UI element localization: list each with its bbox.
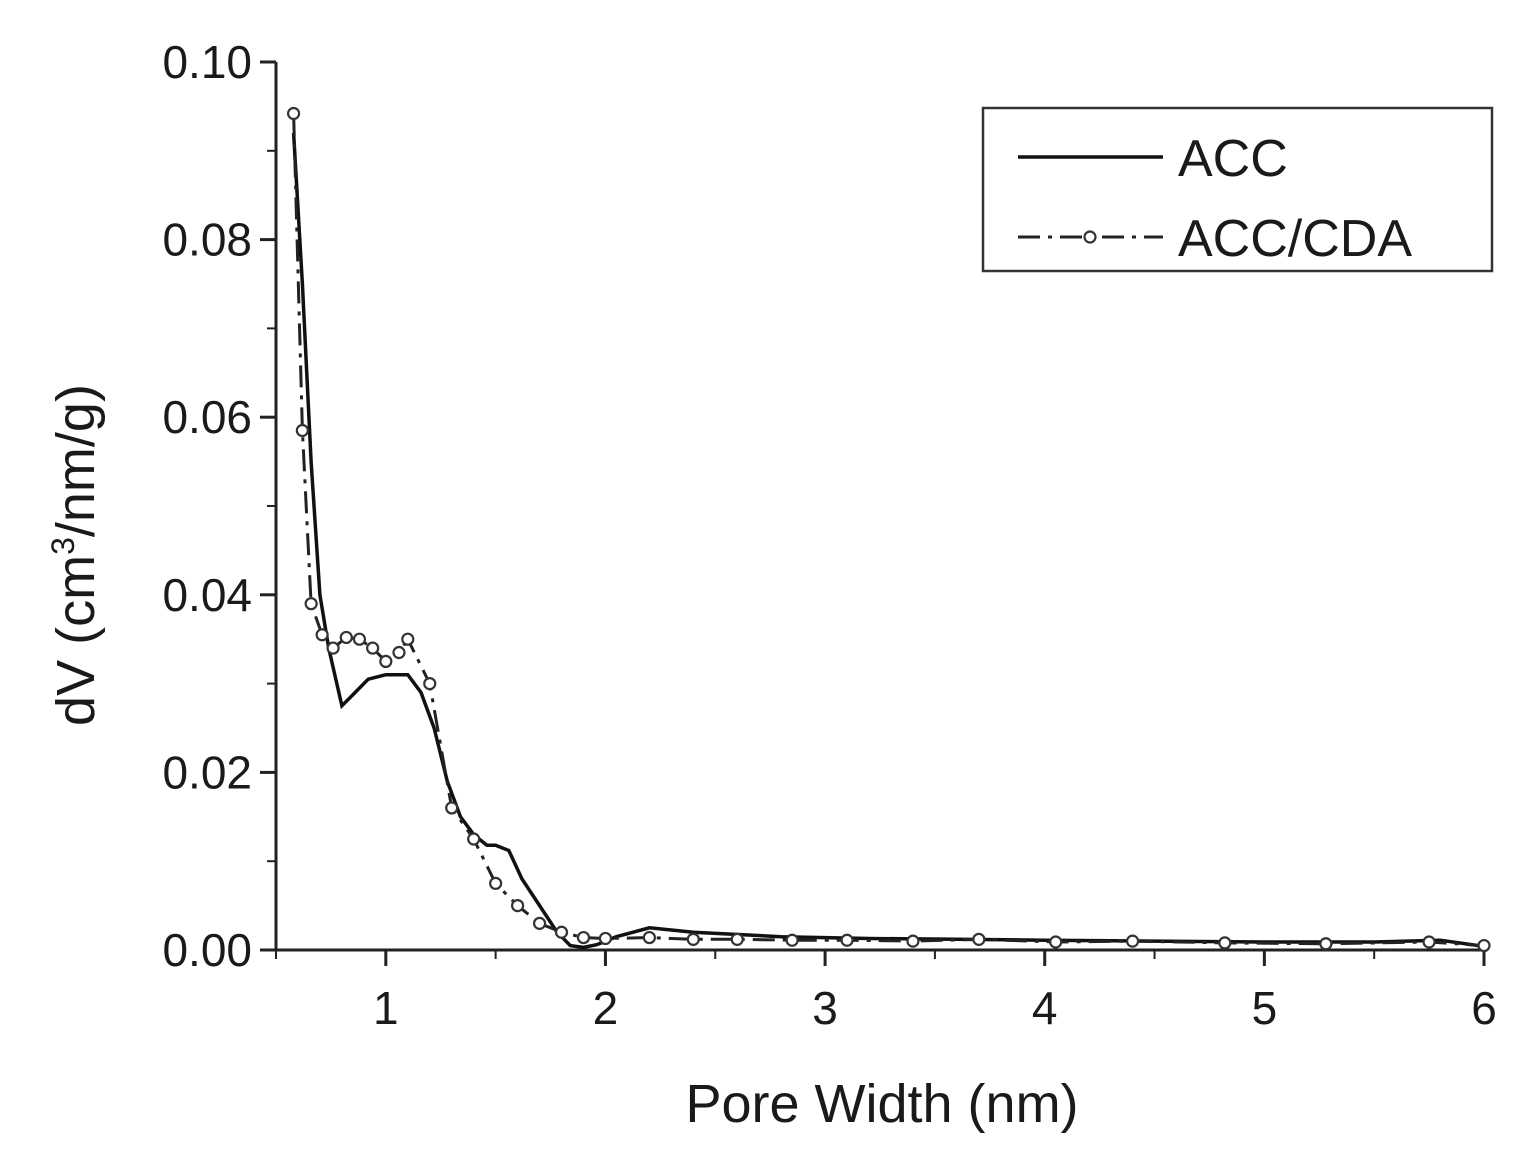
x-tick-label: 1 [373,982,399,1034]
data-point-acc-cda [840,933,854,947]
data-point-acc-cda [686,932,700,946]
x-tick-label: 4 [1032,982,1058,1034]
data-point-acc-cda [554,925,569,939]
data-point-acc-cda [1125,934,1140,948]
data-point-acc-cda [445,801,459,815]
x-tick-label: 3 [812,982,838,1034]
x-tick-label: 6 [1471,982,1497,1034]
data-point-acc-cda [532,916,547,930]
y-tick-label: 0.02 [162,746,252,798]
data-point-acc-cda [467,832,481,846]
x-tick-label: 2 [593,982,619,1034]
data-point-acc-cda [1218,936,1232,950]
data-point-acc-cda [730,932,744,946]
y-tick-label: 0.06 [162,391,252,443]
data-point-acc-cda [972,932,986,946]
data-point-acc-cda [1049,935,1063,949]
y-tick-label: 0.00 [162,924,252,976]
data-point-acc-cda [339,630,353,645]
data-point-acc-cda [1319,937,1333,951]
data-point-acc-cda [315,628,329,642]
data-point-acc-cda [423,676,437,691]
y-axis-title-superscript: 3 [45,537,81,555]
data-point-acc-cda [510,898,525,913]
data-point-acc-cda [352,632,367,646]
y-axis-title: dV (cm3/nm/g) [45,384,106,726]
data-point-acc-cda [785,933,799,947]
x-axis-title: Pore Width (nm) [685,1074,1078,1134]
legend-label-acc: ACC [1178,130,1288,188]
y-tick-label: 0.08 [162,214,252,266]
data-point-acc-cda [379,654,393,669]
data-point-acc-cda [1477,938,1491,953]
y-axis-title-main: dV (cm [46,555,106,726]
data-point-acc-cda [906,934,920,948]
data-point-acc-cda [286,106,301,121]
legend: ACC ACC/CDA [981,106,1494,273]
legend-box [981,106,1494,273]
data-point-acc-cda [642,930,656,945]
data-point-acc-cda [326,641,340,655]
y-tick-label: 0.10 [162,36,252,88]
data-point-acc-cda [295,423,309,438]
data-point-acc-cda [366,641,380,655]
series-layer [286,106,1491,953]
data-point-acc-cda [401,632,415,646]
legend-marker-acc-cda [1083,230,1097,244]
data-point-acc-cda [304,597,318,611]
y-axis-title-tail: /nm/g) [46,384,106,537]
legend-label-acc-cda: ACC/CDA [1178,210,1412,268]
data-point-acc-cda [489,876,503,891]
data-point-acc-cda [576,930,591,945]
data-point-acc-cda [1422,935,1436,949]
y-tick-label: 0.04 [162,569,252,621]
ticks: 1 2 3 4 5 6 0.00 0.02 0.04 0.06 0.08 0.10 [162,36,1496,1034]
data-point-acc-cda [392,645,406,660]
x-tick-label: 5 [1252,982,1278,1034]
data-point-acc-cda [598,931,613,946]
